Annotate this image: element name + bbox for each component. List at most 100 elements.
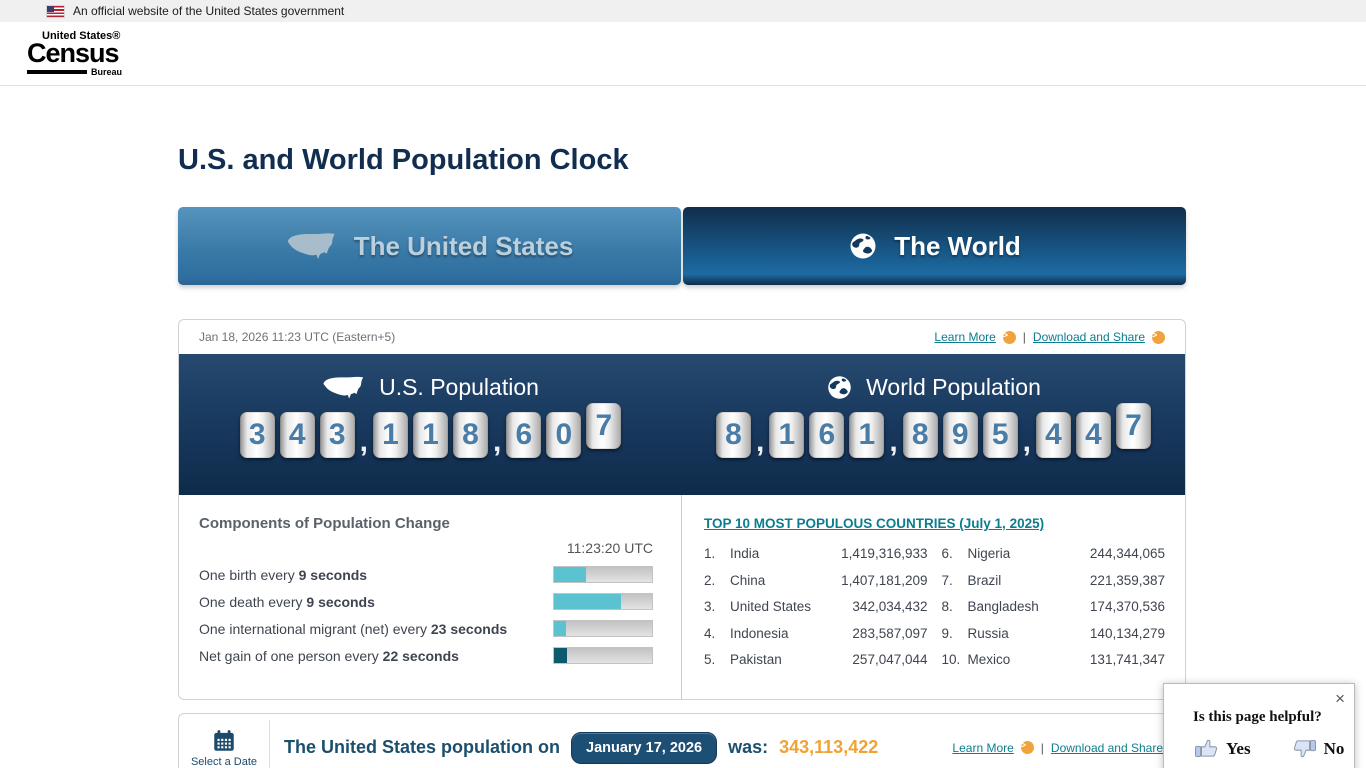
country-population: 283,587,097 xyxy=(852,625,928,641)
clock-panel-body: Components of Population Change 11:23:20… xyxy=(179,495,1185,699)
population-digit: 1 xyxy=(373,412,408,458)
component-label: One international migrant (net) every 23… xyxy=(199,620,508,637)
arrow-right-icon[interactable]: > xyxy=(1002,330,1016,344)
feedback-question: Is this page helpful? xyxy=(1193,709,1322,725)
statement-prefix: The United States population on xyxy=(284,737,560,757)
country-name: Bangladesh xyxy=(967,599,1039,614)
digit-comma: , xyxy=(889,425,898,458)
population-digit: 4 xyxy=(279,412,315,458)
digit-comma: , xyxy=(359,425,368,458)
link-separator: | xyxy=(1022,330,1026,344)
top10-column: 1. India 1,419,316,933 2. China 1,407,181,209… xyxy=(704,546,928,679)
top10-row: 6. Nigeria 244,344,065 xyxy=(942,546,1166,561)
logo-top-text: United States® xyxy=(42,29,121,42)
learn-more-link[interactable]: Learn More xyxy=(952,740,1014,755)
top10-table: 1. India 1,419,316,933 2. China 1,407,181,209… xyxy=(704,546,1165,679)
tab-the-world[interactable]: The World xyxy=(683,207,1186,285)
census-bureau-logo[interactable]: United States® Census Bureau xyxy=(27,29,122,77)
components-utc-time: 11:23:20 UTC xyxy=(566,540,653,556)
us-map-icon xyxy=(287,233,335,259)
country-name: Nigeria xyxy=(967,546,1011,561)
feedback-no-label: No xyxy=(1323,738,1345,758)
statement-mid: was: xyxy=(728,737,769,757)
top10-row: 7. Brazil 221,359,387 xyxy=(942,573,1166,588)
population-digit: 4 xyxy=(1076,412,1112,458)
component-progress-bar xyxy=(553,566,653,583)
population-clock-panel: Jan 18, 2026 11:23 UTC (Eastern+5) Learn… xyxy=(178,319,1186,700)
arrow-right-icon[interactable]: > xyxy=(1152,330,1165,344)
components-of-change: Components of Population Change 11:23:20… xyxy=(179,495,681,699)
component-row: One birth every 9 seconds xyxy=(199,566,653,583)
digit-comma: , xyxy=(755,425,765,458)
feedback-no-button[interactable]: No xyxy=(1291,735,1345,762)
country-population: 342,034,432 xyxy=(852,599,928,614)
country-rank: 1. xyxy=(704,546,716,561)
country-name: United States xyxy=(730,599,812,614)
select-a-date-button[interactable]: Select a Date xyxy=(179,728,269,768)
country-name: Brazil xyxy=(967,572,1002,588)
components-rows: One birth every 9 seconds One death every… xyxy=(199,566,653,664)
download-and-share-link[interactable]: Download and Share xyxy=(1050,740,1163,755)
population-digit: 9 xyxy=(942,412,978,458)
country-name: Mexico xyxy=(967,652,1011,667)
link-separator: | xyxy=(1040,740,1044,755)
component-progress-bar xyxy=(553,593,653,610)
digit-comma: , xyxy=(1022,425,1032,458)
tab-united-states[interactable]: The United States xyxy=(178,207,681,285)
country-rank: 3. xyxy=(704,599,716,614)
globe-icon xyxy=(850,233,876,259)
country-name: China xyxy=(730,572,766,588)
country-name: Pakistan xyxy=(730,652,782,667)
population-digit: 8 xyxy=(902,412,938,458)
country-population: 140,134,279 xyxy=(1089,625,1165,641)
country-rank: 5. xyxy=(704,652,716,667)
site-header: United States® Census Bureau xyxy=(0,22,1366,86)
population-tabs: The United States The World xyxy=(178,207,1186,285)
top10-row: 5. Pakistan 257,047,044 xyxy=(704,652,928,667)
country-rank: 8. xyxy=(941,599,953,614)
us-flag-icon xyxy=(46,4,65,18)
close-icon[interactable]: × xyxy=(1335,689,1345,708)
arrow-right-icon[interactable]: > xyxy=(1020,741,1034,754)
country-population: 257,047,044 xyxy=(852,652,928,667)
feedback-yes-button[interactable]: Yes xyxy=(1193,735,1251,762)
top10-title-link[interactable]: TOP 10 MOST POPULOUS COUNTRIES (July 1, … xyxy=(704,516,1045,531)
country-population: 244,344,065 xyxy=(1089,546,1165,561)
tab-world-label: The World xyxy=(894,230,1021,261)
population-digit: 5 xyxy=(982,412,1018,458)
top10-column: 6. Nigeria 244,344,065 7. Brazil 221,359,387 8… xyxy=(942,546,1166,679)
learn-more-link[interactable]: Learn More xyxy=(934,330,996,344)
feedback-popup: × Is this page helpful? Yes No xyxy=(1163,683,1355,768)
population-digit: 8 xyxy=(715,412,751,458)
calendar-icon xyxy=(214,729,234,751)
download-and-share-link[interactable]: Download and Share xyxy=(1032,330,1145,344)
current-datetime: Jan 18, 2026 11:23 UTC (Eastern+5) xyxy=(199,330,396,344)
population-digit: 7 xyxy=(1116,403,1152,449)
components-title: Components of Population Change xyxy=(199,515,450,532)
country-population: 174,370,536 xyxy=(1089,599,1165,614)
component-label: Net gain of one person every 22 seconds xyxy=(199,647,459,664)
world-population-title: World Population xyxy=(866,374,1041,400)
logo-main-text: Census xyxy=(27,37,120,68)
country-population: 221,359,387 xyxy=(1089,572,1165,588)
logo-underline-bar xyxy=(27,70,87,74)
feedback-yes-label: Yes xyxy=(1226,738,1251,758)
country-name: India xyxy=(730,546,760,561)
gov-banner: An official website of the United States… xyxy=(0,0,1366,22)
country-population: 131,741,347 xyxy=(1089,652,1165,667)
historical-population-bar: Select a Date The United States populati… xyxy=(178,712,1186,768)
thumbs-down-icon xyxy=(1293,739,1316,758)
country-name: Russia xyxy=(967,625,1009,641)
country-population: 1,419,316,933 xyxy=(841,546,928,561)
top10-row: 4. Indonesia 283,587,097 xyxy=(704,626,928,641)
country-rank: 10. xyxy=(941,652,961,667)
population-digit: 1 xyxy=(849,412,885,458)
us-population-title: U.S. Population xyxy=(379,374,539,400)
page-title: U.S. and World Population Clock xyxy=(178,144,629,176)
select-a-date-label: Select a Date xyxy=(190,755,258,768)
component-row: One international migrant (net) every 23… xyxy=(199,620,653,637)
selected-date-chip[interactable]: January 17, 2026 xyxy=(571,731,718,764)
